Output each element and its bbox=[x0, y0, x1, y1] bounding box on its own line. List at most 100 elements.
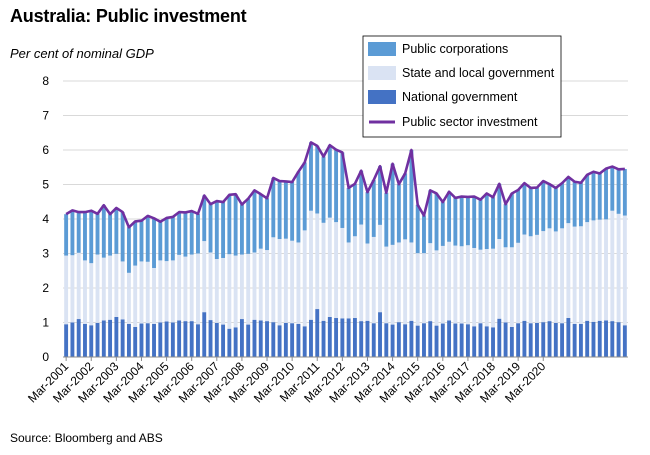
bar-corporations bbox=[497, 183, 502, 240]
bar-state bbox=[277, 239, 282, 326]
bar-corporations bbox=[578, 182, 583, 227]
bar-national bbox=[378, 312, 382, 357]
bar-national bbox=[290, 323, 295, 357]
bar-state bbox=[189, 254, 194, 322]
bar-national bbox=[70, 322, 75, 357]
y-tick-labels: 0 1 2 3 4 5 6 7 8 bbox=[42, 74, 49, 364]
bar-national bbox=[528, 323, 533, 357]
x-tick-labels: Mar-2001Mar-2002Mar-2003Mar-2004Mar-2005… bbox=[25, 357, 549, 405]
y-tick-label: 8 bbox=[42, 74, 49, 88]
legend-swatch-national bbox=[368, 90, 396, 104]
bar-state bbox=[403, 239, 408, 325]
bar-corporations bbox=[233, 194, 238, 256]
bar-corporations bbox=[158, 221, 163, 261]
bar-national bbox=[472, 326, 477, 357]
bar-corporations bbox=[522, 183, 527, 235]
bar-corporations bbox=[170, 216, 175, 261]
bar-national bbox=[610, 321, 615, 357]
bar-state bbox=[585, 222, 590, 321]
bar-state bbox=[535, 234, 539, 323]
y-tick-label: 6 bbox=[42, 143, 49, 157]
bar-national bbox=[101, 320, 106, 357]
source-note: Source: Bloomberg and ABS bbox=[10, 431, 163, 445]
bar-national bbox=[415, 325, 420, 357]
bar-corporations bbox=[572, 181, 577, 227]
bar-corporations bbox=[359, 170, 364, 225]
bar-national bbox=[196, 324, 200, 357]
bar-state bbox=[378, 224, 382, 313]
bar-corporations bbox=[415, 204, 420, 254]
bar-state bbox=[390, 244, 395, 325]
bar-national bbox=[434, 325, 439, 357]
bar-national bbox=[352, 318, 357, 357]
bar-national bbox=[221, 324, 226, 357]
bar-state bbox=[365, 243, 370, 321]
bar-corporations bbox=[246, 198, 251, 254]
bar-corporations bbox=[76, 212, 81, 253]
bar-national bbox=[491, 327, 495, 357]
bar-national bbox=[133, 326, 138, 357]
bar-corporations bbox=[327, 145, 332, 218]
bar-state bbox=[428, 243, 433, 322]
bar-state bbox=[622, 215, 627, 326]
bar-state bbox=[170, 260, 175, 323]
bar-state bbox=[547, 228, 552, 322]
bar-state bbox=[145, 261, 150, 324]
bar-state bbox=[352, 236, 357, 319]
bar-corporations bbox=[528, 187, 533, 237]
chart-title: Australia: Public investment bbox=[10, 6, 247, 26]
bar-state bbox=[177, 254, 182, 321]
bar-national bbox=[202, 312, 207, 357]
bar-national bbox=[509, 326, 514, 357]
bar-national bbox=[447, 320, 452, 357]
bar-corporations bbox=[453, 197, 458, 246]
bar-state bbox=[610, 210, 615, 322]
bar-corporations bbox=[535, 187, 539, 235]
bar-state bbox=[221, 257, 226, 325]
bar-national bbox=[233, 327, 238, 357]
bar-corporations bbox=[189, 211, 194, 255]
bar-corporations bbox=[541, 181, 546, 232]
bar-state bbox=[560, 228, 565, 324]
legend-swatch-corporations bbox=[368, 42, 396, 56]
bar-national bbox=[309, 319, 313, 357]
bar-national bbox=[604, 320, 608, 357]
bar-corporations bbox=[83, 212, 87, 261]
y-tick-label: 1 bbox=[42, 316, 49, 330]
bar-national bbox=[459, 323, 464, 357]
bar-national bbox=[189, 321, 194, 357]
bar-national bbox=[497, 318, 502, 357]
bar-corporations bbox=[503, 204, 508, 248]
bar-national bbox=[585, 320, 590, 357]
bar-corporations bbox=[434, 193, 439, 251]
bar-state bbox=[591, 220, 596, 322]
bar-corporations bbox=[101, 205, 106, 258]
bar-state bbox=[434, 250, 439, 326]
bar-national bbox=[384, 323, 389, 357]
bar-national bbox=[315, 309, 320, 357]
bar-corporations bbox=[472, 196, 477, 248]
bar-corporations bbox=[440, 202, 445, 246]
bar-state bbox=[120, 261, 125, 320]
bar-corporations bbox=[340, 152, 345, 228]
bar-state bbox=[340, 227, 345, 319]
bar-national bbox=[365, 320, 370, 357]
bar-corporations bbox=[365, 192, 370, 244]
bar-national bbox=[208, 320, 213, 357]
bar-corporations bbox=[396, 184, 401, 243]
bar-state bbox=[440, 245, 445, 324]
bar-national bbox=[622, 325, 627, 357]
bar-corporations bbox=[239, 204, 244, 255]
bar-corporations bbox=[384, 192, 389, 247]
bar-corporations bbox=[591, 171, 596, 221]
bar-state bbox=[101, 257, 106, 321]
bar-corporations bbox=[604, 168, 608, 220]
bar-state bbox=[459, 246, 464, 324]
bar-state bbox=[152, 267, 156, 324]
bar-state bbox=[516, 242, 521, 324]
bar-corporations bbox=[509, 193, 514, 248]
bar-state bbox=[83, 260, 87, 324]
bar-corporations bbox=[283, 181, 288, 239]
bar-corporations bbox=[290, 182, 295, 241]
bar-national bbox=[95, 322, 100, 357]
